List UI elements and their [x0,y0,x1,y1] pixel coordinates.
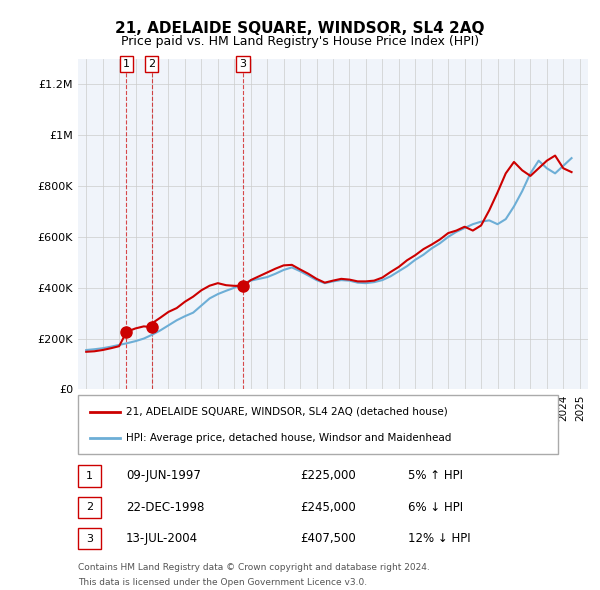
Text: 21, ADELAIDE SQUARE, WINDSOR, SL4 2AQ: 21, ADELAIDE SQUARE, WINDSOR, SL4 2AQ [115,21,485,35]
Text: 6% ↓ HPI: 6% ↓ HPI [408,501,463,514]
Text: 2: 2 [148,59,155,69]
Text: 13-JUL-2004: 13-JUL-2004 [126,532,198,545]
Text: 09-JUN-1997: 09-JUN-1997 [126,470,201,483]
Text: 1: 1 [123,59,130,69]
Text: 3: 3 [239,59,247,69]
Text: £407,500: £407,500 [300,532,356,545]
Text: 1: 1 [86,471,93,481]
Text: HPI: Average price, detached house, Windsor and Maidenhead: HPI: Average price, detached house, Wind… [126,433,451,442]
Text: 3: 3 [86,534,93,544]
Text: 5% ↑ HPI: 5% ↑ HPI [408,470,463,483]
Text: £245,000: £245,000 [300,501,356,514]
Text: 2: 2 [86,503,93,512]
Text: 21, ADELAIDE SQUARE, WINDSOR, SL4 2AQ (detached house): 21, ADELAIDE SQUARE, WINDSOR, SL4 2AQ (d… [126,407,448,417]
Text: 12% ↓ HPI: 12% ↓ HPI [408,532,470,545]
Text: 22-DEC-1998: 22-DEC-1998 [126,501,205,514]
Text: This data is licensed under the Open Government Licence v3.0.: This data is licensed under the Open Gov… [78,578,367,587]
Text: Contains HM Land Registry data © Crown copyright and database right 2024.: Contains HM Land Registry data © Crown c… [78,563,430,572]
Text: Price paid vs. HM Land Registry's House Price Index (HPI): Price paid vs. HM Land Registry's House … [121,35,479,48]
Text: £225,000: £225,000 [300,470,356,483]
